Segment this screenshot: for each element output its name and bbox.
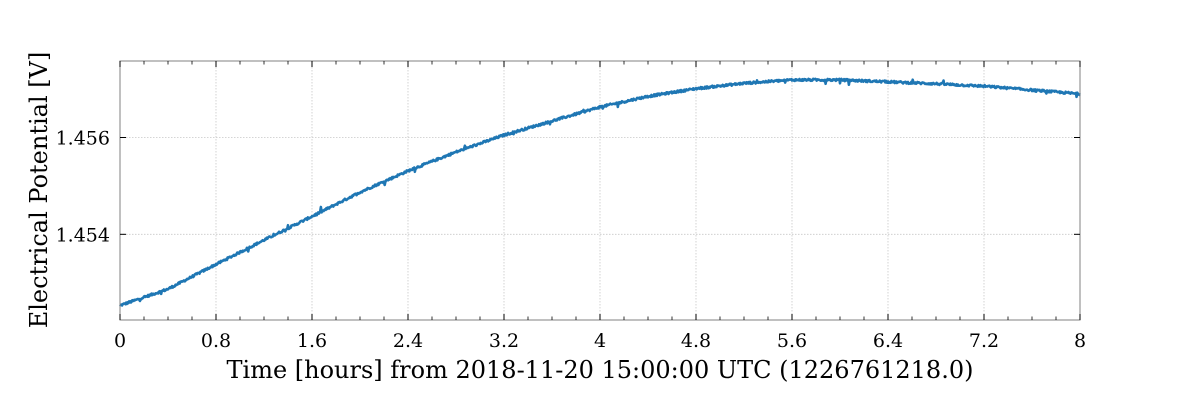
data-point <box>359 191 361 193</box>
x-axis-title: Time [hours] from 2018-11-20 15:00:00 UT… <box>227 356 974 384</box>
data-point <box>455 151 457 153</box>
x-tick-label: 0 <box>114 330 126 352</box>
x-tick-label: 3.2 <box>489 330 519 352</box>
data-point <box>791 79 793 81</box>
y-axis-title: Electrical Potential [V] <box>25 52 53 329</box>
grid <box>120 61 1080 320</box>
data-point <box>647 95 649 98</box>
x-tick-label: 0.8 <box>201 330 231 352</box>
data-point <box>551 120 553 122</box>
data-point <box>215 263 217 266</box>
data-point <box>887 81 889 83</box>
data-point <box>743 82 745 85</box>
data-point <box>503 134 505 136</box>
x-tick-label: 6.4 <box>873 330 903 352</box>
tick-labels: 0 0.8 1.6 2.4 3.2 4 4.8 5.6 6.4 7.2 8 1.454 1.456 <box>56 127 1086 352</box>
data-point <box>935 82 937 85</box>
data-point <box>407 170 409 172</box>
series-layer <box>119 77 1081 307</box>
x-tick-label: 4 <box>594 330 606 352</box>
data-point <box>263 239 265 241</box>
data-point <box>1031 89 1033 91</box>
x-tick-label: 1.6 <box>297 330 327 352</box>
data-point <box>839 79 841 81</box>
data-point <box>167 288 169 290</box>
data-point <box>599 106 601 108</box>
tick-layer <box>119 61 1081 320</box>
x-tick-label: 4.8 <box>681 330 711 352</box>
x-tick-label: 8 <box>1074 330 1086 352</box>
data-point <box>311 215 313 218</box>
x-tick-label: 7.2 <box>969 330 999 352</box>
x-tick-label: 2.4 <box>393 330 423 352</box>
x-tick-label: 5.6 <box>777 330 807 352</box>
y-tick-label: 1.456 <box>56 127 110 149</box>
data-point <box>695 87 697 90</box>
y-tick-label: 1.454 <box>56 224 110 246</box>
data-point <box>983 85 985 87</box>
